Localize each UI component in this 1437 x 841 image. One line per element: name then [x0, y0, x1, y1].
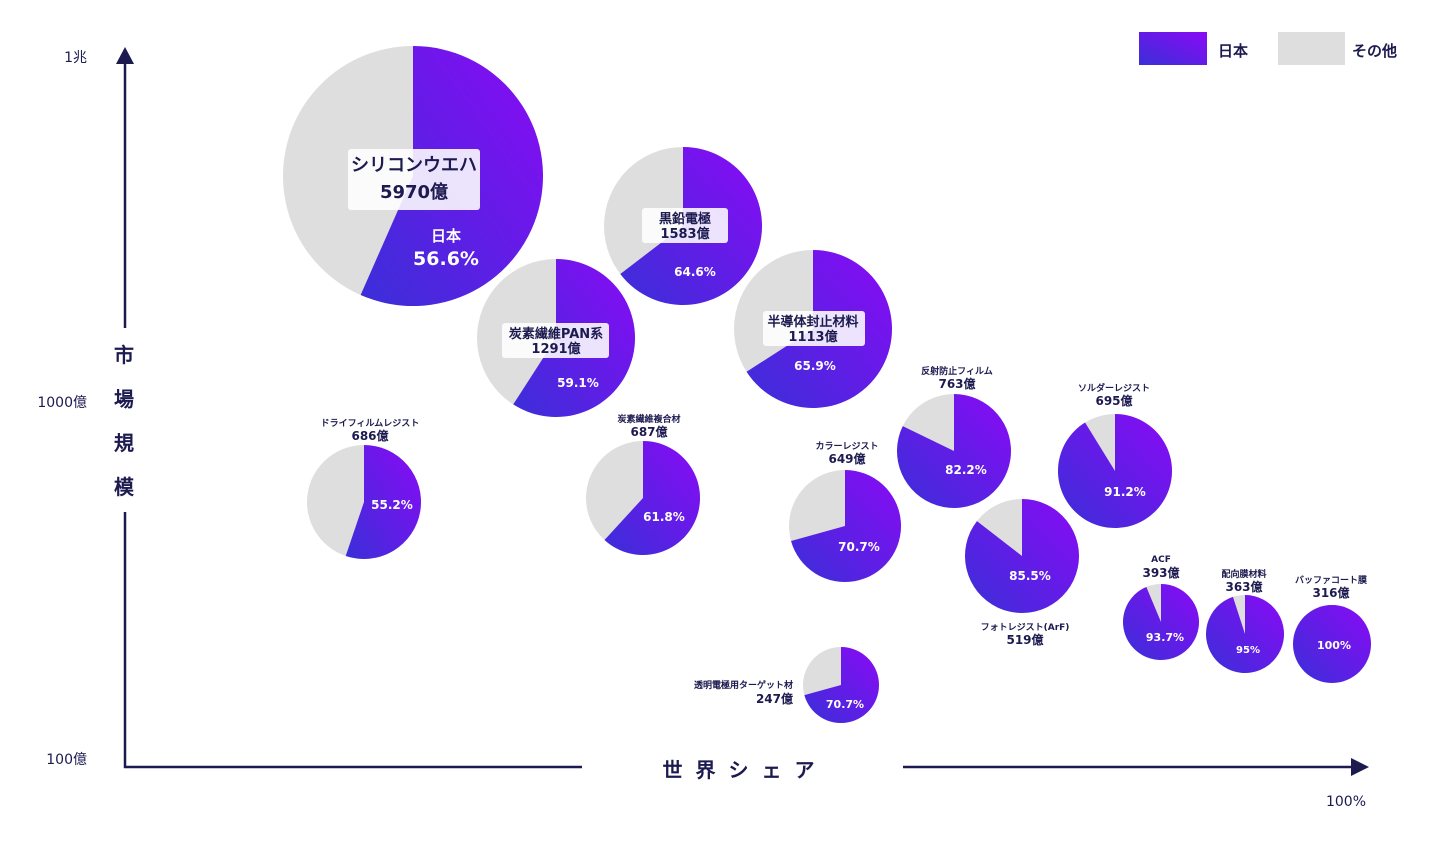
item-name-label: 配向膜材料: [1221, 568, 1266, 580]
y-tick-label-1cho: 1兆: [64, 50, 87, 66]
x-axis-arrowhead: [1351, 758, 1369, 776]
label-box: [763, 311, 865, 346]
item-value-label: 316億: [1312, 585, 1349, 600]
item-name-label: フォトレジスト(ArF): [981, 622, 1070, 633]
item-value-label: 695億: [1095, 393, 1132, 408]
japan-share-slice: [1058, 414, 1173, 528]
item-name-label: 黒鉛電極: [659, 211, 711, 227]
japan-share-slice: [604, 441, 700, 555]
item-value-label: 247億: [756, 691, 793, 706]
item-value-label: 763億: [938, 376, 975, 391]
japan-share-slice: [964, 499, 1079, 613]
japan-share-slice: [1206, 595, 1284, 673]
item-name-label: 透明電極用ターゲット材: [694, 679, 793, 691]
y-tick-label-100oku: 100億: [46, 752, 87, 768]
legend-swatch-japan: [1139, 32, 1207, 65]
japan-share-label: 82.2%: [945, 463, 987, 477]
japan-share-label: 70.7%: [826, 698, 864, 711]
japan-share-label: 56.6%: [413, 248, 479, 270]
share-prefix-label: 日本: [431, 227, 461, 245]
x-axis: [124, 758, 1369, 776]
japan-share-label: 100%: [1317, 639, 1351, 652]
item-name-label: カラーレジスト: [815, 441, 878, 452]
legend-label-other: その他: [1352, 42, 1397, 60]
item-value-label: 686億: [351, 428, 388, 443]
y-axis-title-char: 場: [114, 387, 134, 411]
label-box: [502, 323, 609, 358]
japan-share-slice: [1293, 605, 1371, 683]
japan-share-slice: [804, 647, 879, 723]
item-name-label: ドライフィルムレジスト: [321, 418, 420, 429]
y-axis: [116, 47, 134, 768]
japan-share-slice: [897, 394, 1011, 508]
japan-share-label: 64.6%: [674, 265, 716, 279]
item-name-label: バッファコート膜: [1295, 574, 1368, 586]
item-name-label: シリコンウエハ: [351, 155, 477, 176]
y-axis-arrowhead: [116, 47, 134, 64]
legend: 日本 その他: [1139, 32, 1397, 65]
item-value-label: 649億: [828, 451, 865, 466]
x-end-label: 100%: [1326, 794, 1366, 810]
japan-share-slice: [1123, 584, 1199, 660]
japan-share-label: 61.8%: [643, 510, 685, 524]
japan-share-label: 65.9%: [794, 359, 836, 373]
japan-share-slice: [791, 470, 901, 582]
item-name-label: 炭素繊維複合材: [617, 413, 680, 425]
japan-share-label: 85.5%: [1009, 569, 1051, 583]
japan-share-label: 93.7%: [1146, 631, 1184, 644]
y-axis-title-char: 模: [114, 475, 135, 499]
item-value-label: 1113億: [788, 329, 837, 345]
item-value-label: 1583億: [660, 226, 709, 242]
item-value-label: 687億: [630, 424, 667, 439]
japan-share-label: 91.2%: [1104, 485, 1146, 499]
japan-share-slice: [345, 445, 421, 559]
legend-label-japan: 日本: [1218, 42, 1248, 60]
japan-share-label: 70.7%: [838, 540, 880, 554]
y-axis-title-char: 市: [114, 343, 134, 367]
item-value-label: 519億: [1006, 632, 1043, 647]
item-name-label: 半導体封止材料: [767, 314, 858, 330]
x-axis-title: 世界シェア: [663, 758, 828, 782]
item-value-label: 393億: [1142, 565, 1179, 580]
item-name-label: ACF: [1151, 555, 1171, 565]
label-box: [642, 208, 728, 243]
japan-share-label: 55.2%: [371, 498, 413, 512]
item-name-label: 反射防止フィルム: [921, 365, 993, 377]
item-name-label: ソルダーレジスト: [1078, 382, 1150, 394]
item-value-label: 363億: [1225, 579, 1262, 594]
item-value-label: 1291億: [531, 341, 580, 357]
y-axis-title-char: 規: [114, 431, 134, 455]
legend-swatch-other: [1278, 32, 1345, 65]
item-name-label: 炭素繊維PAN系: [509, 326, 603, 342]
japan-share-label: 59.1%: [557, 376, 599, 390]
pie-item-8: フォトレジスト(ArF)519億 85.5%: [964, 499, 1079, 647]
y-tick-label-1000oku: 1000億: [37, 395, 87, 411]
japan-share-label: 95%: [1236, 645, 1260, 656]
label-box: [348, 149, 480, 210]
item-value-label: 5970億: [380, 181, 448, 203]
